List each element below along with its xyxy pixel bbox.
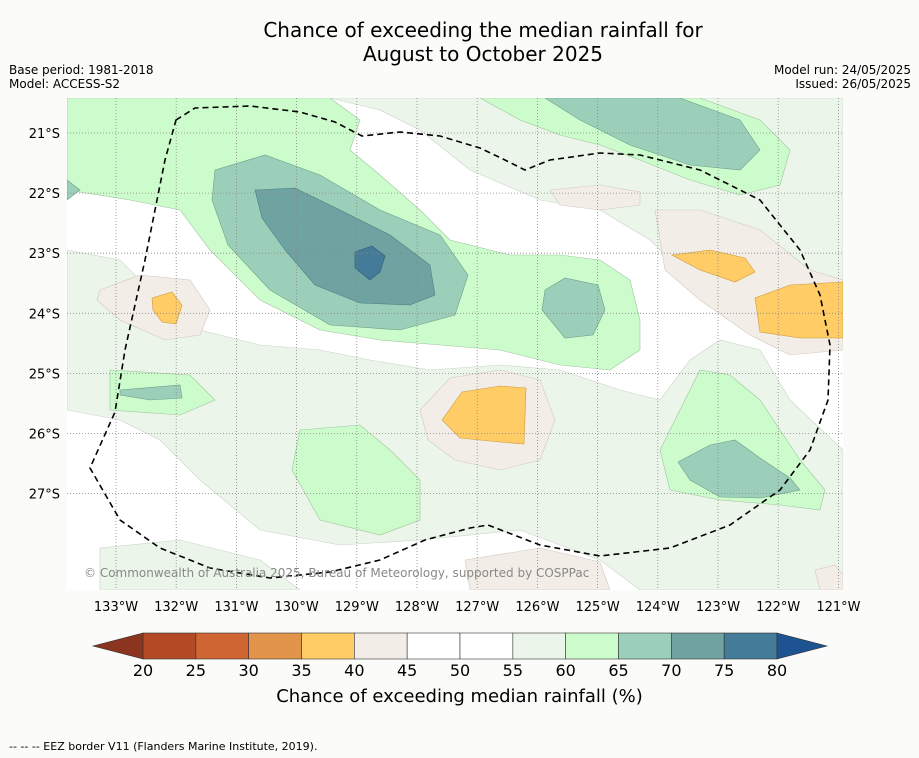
colorbar-tick-label: 50	[450, 661, 470, 680]
colorbar-segment	[671, 632, 725, 660]
lat-label: 26°S	[29, 428, 60, 443]
meta-left: Base period: 1981-2018 Model: ACCESS-S2	[9, 63, 154, 91]
footer-note: -- -- -- EEZ border V11 (Flanders Marine…	[9, 740, 318, 753]
lat-label: 23°S	[29, 247, 60, 262]
lon-label: 130°W	[275, 600, 319, 615]
lon-label: 131°W	[214, 600, 258, 615]
meta-right: Model run: 24/05/2025 Issued: 26/05/2025	[774, 63, 911, 91]
colorbar-tick-label: 45	[397, 661, 417, 680]
title-line-1: Chance of exceeding the median rainfall …	[263, 18, 703, 42]
colorbar-segment	[142, 632, 197, 660]
colorbar-low-extend	[91, 632, 144, 660]
longitude-gridlines	[115, 98, 839, 590]
colorbar-tick-label: 20	[133, 661, 153, 680]
lat-label: 24°S	[29, 307, 60, 322]
lat-label: 21°S	[29, 127, 60, 142]
lon-label: 128°W	[395, 600, 439, 615]
lon-label: 122°W	[756, 600, 800, 615]
colorbar-segment	[406, 632, 461, 660]
colorbar-label: Chance of exceeding median rainfall (%)	[276, 686, 643, 707]
lon-label: 129°W	[335, 600, 379, 615]
colorbar-tick-label: 55	[503, 661, 523, 680]
map-title: Chance of exceeding the median rainfall …	[0, 18, 919, 66]
colorbar-tick-label: 65	[608, 661, 628, 680]
lon-label: 127°W	[455, 600, 499, 615]
colorbar-tick-label: 30	[238, 661, 258, 680]
map-area: © Commonwealth of Australia 2025, Bureau…	[67, 98, 843, 590]
latitude-gridlines	[67, 132, 843, 495]
latitude-labels: 21°S 22°S 23°S 24°S 25°S 26°S 27°S	[29, 127, 60, 503]
colorbar-tick-label: 70	[661, 661, 681, 680]
colorbar-segment	[618, 632, 672, 660]
colorbar-segment	[248, 632, 302, 660]
colorbar-tick-label: 60	[555, 661, 575, 680]
copyright-notice: © Commonwealth of Australia 2025, Bureau…	[84, 566, 589, 580]
colorbar-tick-label: 75	[714, 661, 734, 680]
colorbar-tick-label: 40	[344, 661, 364, 680]
lat-label: 25°S	[29, 367, 60, 382]
colorbar-tick-label: 35	[291, 661, 311, 680]
lon-label: 125°W	[576, 600, 620, 615]
issued-date: Issued: 26/05/2025	[795, 77, 911, 91]
eez-border	[89, 105, 831, 579]
lon-label: 132°W	[154, 600, 198, 615]
lat-label: 22°S	[29, 187, 60, 202]
colorbar-tick-label: 25	[186, 661, 206, 680]
lon-label: 126°W	[515, 600, 559, 615]
lon-label: 133°W	[94, 600, 138, 615]
base-period: Base period: 1981-2018	[9, 63, 154, 77]
title-line-2: August to October 2025	[362, 42, 604, 66]
colorbar	[91, 632, 829, 660]
colorbar-segment	[512, 632, 566, 660]
lon-label: 121°W	[816, 600, 860, 615]
colorbar-segment	[354, 632, 408, 660]
lon-label: 123°W	[696, 600, 740, 615]
lon-label: 124°W	[636, 600, 680, 615]
model-run: Model run: 24/05/2025	[773, 63, 911, 77]
model-name: Model: ACCESS-S2	[9, 77, 121, 91]
colorbar-tick-label: 80	[767, 661, 787, 680]
colorbar-high-extend	[776, 632, 829, 660]
longitude-labels: 133°W 132°W 131°W 130°W 129°W 128°W 127°W 126°W…	[94, 600, 861, 615]
colorbar-segment	[301, 632, 355, 660]
colorbar-segment	[195, 632, 249, 660]
lat-label: 27°S	[29, 488, 60, 503]
colorbar-ticks: 20 25 30 35 40 45 50 55 60 65 70 75 80	[133, 661, 787, 680]
colorbar-segment	[459, 632, 514, 660]
colorbar-segment	[723, 632, 778, 660]
colorbar-segment	[565, 632, 619, 660]
